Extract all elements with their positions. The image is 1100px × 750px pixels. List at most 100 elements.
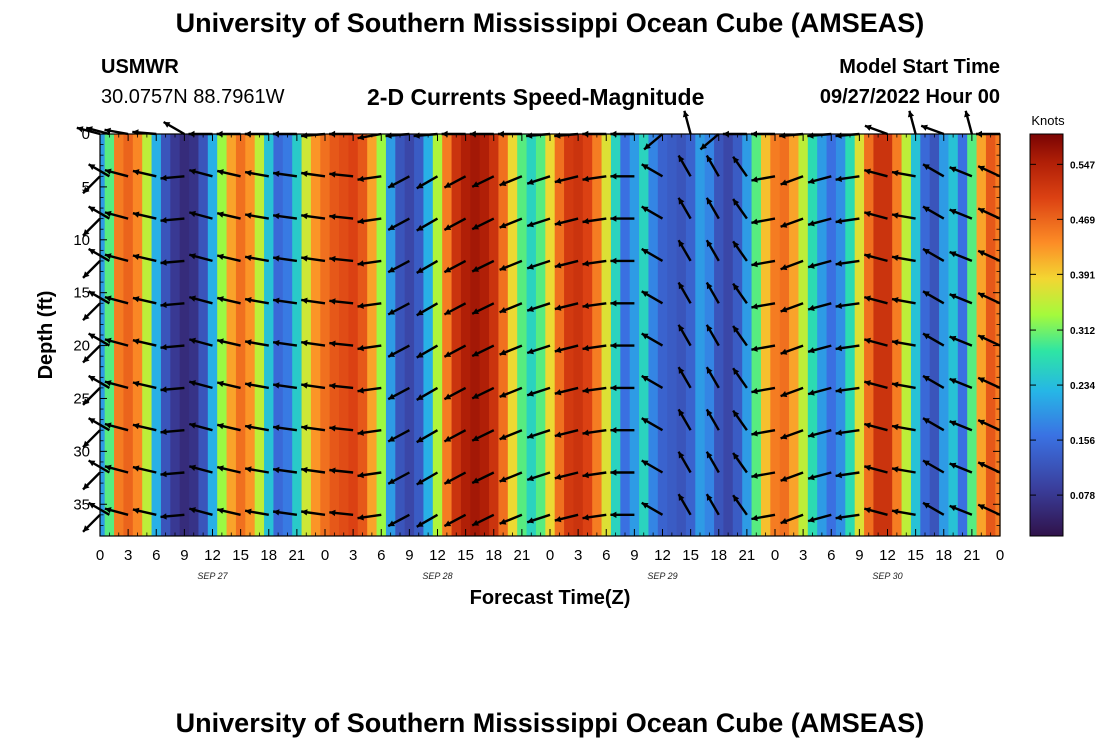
vector-head (780, 348, 788, 355)
current-vector-arrow (387, 217, 410, 231)
vector-head (892, 339, 899, 346)
vector-head (978, 419, 985, 426)
heatmap-cell (845, 134, 856, 536)
current-vector-arrow (949, 377, 973, 390)
current-vector-arrow (949, 462, 973, 474)
heatmap-cell (957, 134, 968, 536)
current-vector-arrow (216, 465, 241, 474)
vector-head (499, 222, 507, 229)
heatmap-cell (929, 134, 940, 536)
current-vector-arrow (104, 337, 129, 347)
current-vector-arrow (188, 295, 213, 305)
current-vector-arrow (471, 259, 495, 273)
vector-head (357, 387, 364, 394)
heatmap-cell (807, 134, 818, 536)
current-vector-arrow (104, 380, 129, 390)
current-vector-arrow (891, 297, 916, 305)
current-vector-arrow (471, 513, 495, 527)
vector-head (808, 304, 815, 311)
vector-head (245, 381, 252, 388)
vector-head (808, 516, 815, 523)
current-vector-arrow (699, 133, 720, 151)
vector-head (949, 335, 957, 342)
current-vector-arrow (301, 255, 326, 263)
vector-head (160, 301, 167, 308)
current-vector-arrow (922, 332, 945, 347)
vector-head (499, 307, 507, 313)
current-vector-arrow (104, 168, 129, 178)
x-tick-label: 21 (514, 547, 531, 564)
vector-head (217, 465, 224, 472)
current-vector-arrow (443, 175, 467, 189)
y-tick-label: 0 (82, 126, 90, 143)
current-vector-arrow (864, 124, 888, 136)
current-vector-arrow (554, 429, 579, 438)
vector-head (700, 143, 707, 150)
current-vector-arrow (272, 466, 298, 474)
heatmap-cell (310, 134, 321, 536)
vector-head (780, 179, 788, 186)
current-vector-arrow (863, 253, 888, 263)
current-vector-arrow (526, 513, 551, 524)
current-vector-arrow (554, 217, 579, 227)
vector-head (751, 387, 758, 395)
current-vector-arrow (387, 429, 410, 443)
vector-head (835, 387, 842, 394)
vector-head (678, 409, 685, 417)
vector-head (733, 495, 740, 502)
vector-head (444, 351, 452, 357)
current-vector-arrow (922, 459, 945, 474)
vector-head (582, 387, 589, 394)
current-vector-arrow (949, 250, 973, 263)
vector-head (444, 181, 452, 188)
x-tick-label: 9 (180, 547, 188, 564)
vector-head (388, 308, 395, 315)
vector-head (160, 470, 167, 478)
vector-head (892, 508, 899, 515)
current-vector-arrow (443, 302, 467, 316)
current-vector-arrow (582, 217, 607, 225)
current-vector-arrow (835, 217, 860, 225)
vector-head (527, 432, 534, 439)
y-tick-label: 5 (82, 179, 90, 196)
vector-head (416, 478, 424, 485)
current-vector-arrow (526, 259, 551, 270)
vector-head (499, 391, 507, 398)
vector-head (610, 511, 617, 518)
vector-head (132, 507, 140, 514)
heatmap-cell (329, 134, 340, 536)
current-vector-arrow (272, 509, 298, 516)
vector-head (554, 516, 562, 523)
vector-head (444, 520, 452, 527)
heatmap-cell (320, 134, 331, 536)
y-axis: 0 5 10 15 20 25 30 35 (73, 126, 1000, 537)
vector-head (751, 260, 758, 268)
current-vector-arrow (641, 163, 664, 178)
current-vector-arrow (88, 205, 110, 220)
current-vector-arrow (88, 459, 110, 474)
current-vector-arrow (835, 344, 860, 352)
heatmap-cell (554, 134, 565, 536)
vector-head (273, 382, 280, 389)
vector-head (88, 248, 96, 255)
current-vector-arrow (132, 296, 157, 305)
vector-head (245, 170, 252, 177)
vector-head (864, 507, 871, 514)
x-tick-label: 12 (879, 547, 896, 564)
vector-head (132, 338, 140, 345)
vector-head (472, 266, 479, 272)
current-vector-arrow (922, 501, 945, 516)
x-tick-label: 6 (377, 547, 385, 564)
current-vector-arrow (835, 471, 860, 479)
vector-head (610, 300, 617, 307)
vector-head (273, 339, 280, 347)
current-vector-arrow (677, 451, 692, 474)
heatmap-cell (517, 134, 528, 536)
vector-head (751, 303, 758, 310)
heatmap-cell (714, 134, 725, 536)
vector-head (160, 513, 167, 520)
current-vector-arrow (705, 324, 720, 347)
current-vector-arrow (188, 380, 213, 390)
vector-head (83, 440, 90, 448)
heatmap-cell (339, 134, 350, 536)
